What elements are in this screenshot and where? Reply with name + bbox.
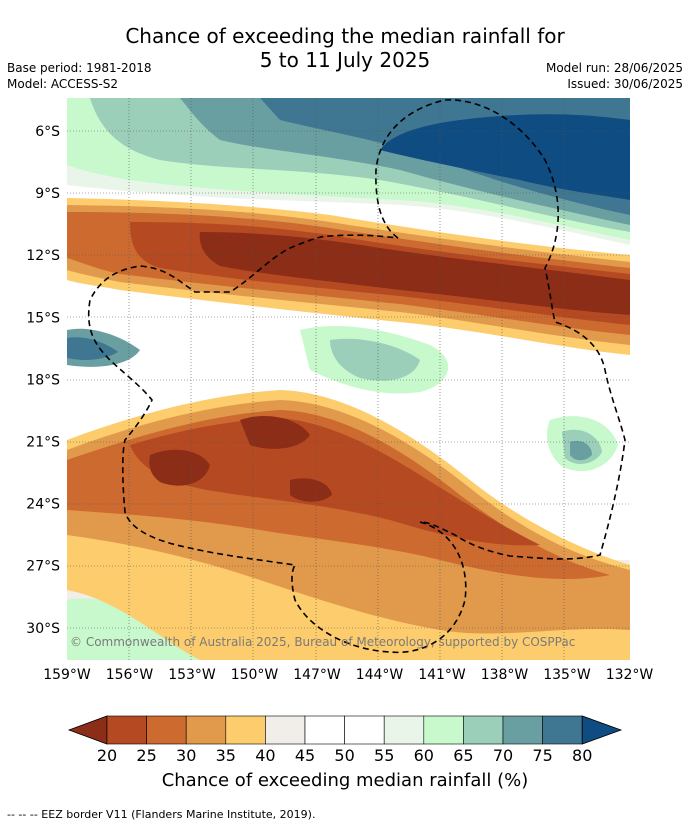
colorbar-tick-label: 60 <box>414 746 434 765</box>
latitude-label: 24°S <box>26 497 60 513</box>
latitude-label: 21°S <box>26 435 60 451</box>
latitude-labels: 6°S 9°S 12°S 15°S 18°S 21°S 24°S 27°S 30°S <box>26 124 60 637</box>
colorbar-tick-label: 70 <box>493 746 513 765</box>
colorbar-tick-label: 75 <box>532 746 552 765</box>
colorbar <box>67 715 623 745</box>
longitude-label: 150°W <box>231 667 279 683</box>
map-title-line2: 5 to 11 July 2025 <box>259 48 431 72</box>
longitude-label: 132°W <box>606 667 654 683</box>
colorbar-segment <box>225 715 266 745</box>
longitude-label: 156°W <box>106 667 154 683</box>
colorbar-tick-label: 30 <box>176 746 196 765</box>
colorbar-segment <box>106 715 147 745</box>
longitude-label: 159°W <box>43 667 91 683</box>
model-text: Model: ACCESS-S2 <box>7 77 119 91</box>
colorbar-segment <box>304 715 345 745</box>
colorbar-segment <box>502 715 543 745</box>
latitude-label: 15°S <box>26 310 60 326</box>
colorbar-tick-label: 20 <box>97 746 117 765</box>
colorbar-tick-label: 50 <box>334 746 354 765</box>
longitude-labels: 159°W 156°W 153°W 150°W 147°W 144°W 141°W 138°W… <box>43 667 653 683</box>
latitude-label: 27°S <box>26 559 60 575</box>
colorbar-tick-label: 40 <box>255 746 275 765</box>
colorbar-tick-label: 25 <box>136 746 156 765</box>
meta-right: Model run: 28/06/2025 Issued: 30/06/2025 <box>546 60 683 92</box>
colorbar-segment <box>423 715 464 745</box>
colorbar-segment <box>344 715 385 745</box>
map-title-line1: Chance of exceeding the median rainfall … <box>125 24 565 48</box>
latitude-label: 9°S <box>35 186 60 202</box>
longitude-label: 147°W <box>293 667 341 683</box>
colorbar-segment <box>463 715 504 745</box>
latitude-label: 12°S <box>26 248 60 264</box>
eez-legend-note: -- -- -- EEZ border V11 (Flanders Marine… <box>7 808 316 821</box>
longitude-label: 135°W <box>543 667 591 683</box>
rainfall-probability-field: © Commonwealth of Australia 2025, Bureau… <box>67 98 630 660</box>
colorbar-tick-labels: 20 25 30 35 40 45 50 55 60 65 70 75 80 <box>97 746 593 765</box>
meta-left: Base period: 1981-2018 Model: ACCESS-S2 <box>7 60 152 92</box>
colorbar-tick-label: 35 <box>216 746 236 765</box>
colorbar-segment <box>185 715 227 745</box>
copyright-text: © Commonwealth of Australia 2025, Bureau… <box>70 635 575 649</box>
map-gridlines <box>67 98 630 660</box>
colorbar-low-extend <box>67 715 108 745</box>
latitude-label: 30°S <box>26 621 60 637</box>
longitude-label: 144°W <box>356 667 404 683</box>
colorbar-segment <box>542 715 583 745</box>
longitude-label: 153°W <box>168 667 216 683</box>
latitude-label: 6°S <box>35 124 60 140</box>
base-period-text: Base period: 1981-2018 <box>7 61 152 75</box>
colorbar-title: Chance of exceeding median rainfall (%) <box>161 770 529 791</box>
colorbar-tick-label: 55 <box>374 746 394 765</box>
issued-text: Issued: 30/06/2025 <box>567 77 683 91</box>
colorbar-segment <box>265 715 306 745</box>
colorbar-segment <box>146 715 187 745</box>
colorbar-tick-label: 45 <box>295 746 315 765</box>
longitude-label: 141°W <box>418 667 466 683</box>
colorbar-tick-label: 65 <box>453 746 473 765</box>
latitude-label: 18°S <box>26 372 60 388</box>
colorbar-segment <box>383 715 425 745</box>
model-run-text: Model run: 28/06/2025 <box>545 61 683 75</box>
longitude-label: 138°W <box>481 667 529 683</box>
colorbar-tick-label: 80 <box>572 746 592 765</box>
eez-borders <box>87 99 626 654</box>
colorbar-high-extend <box>581 715 623 745</box>
